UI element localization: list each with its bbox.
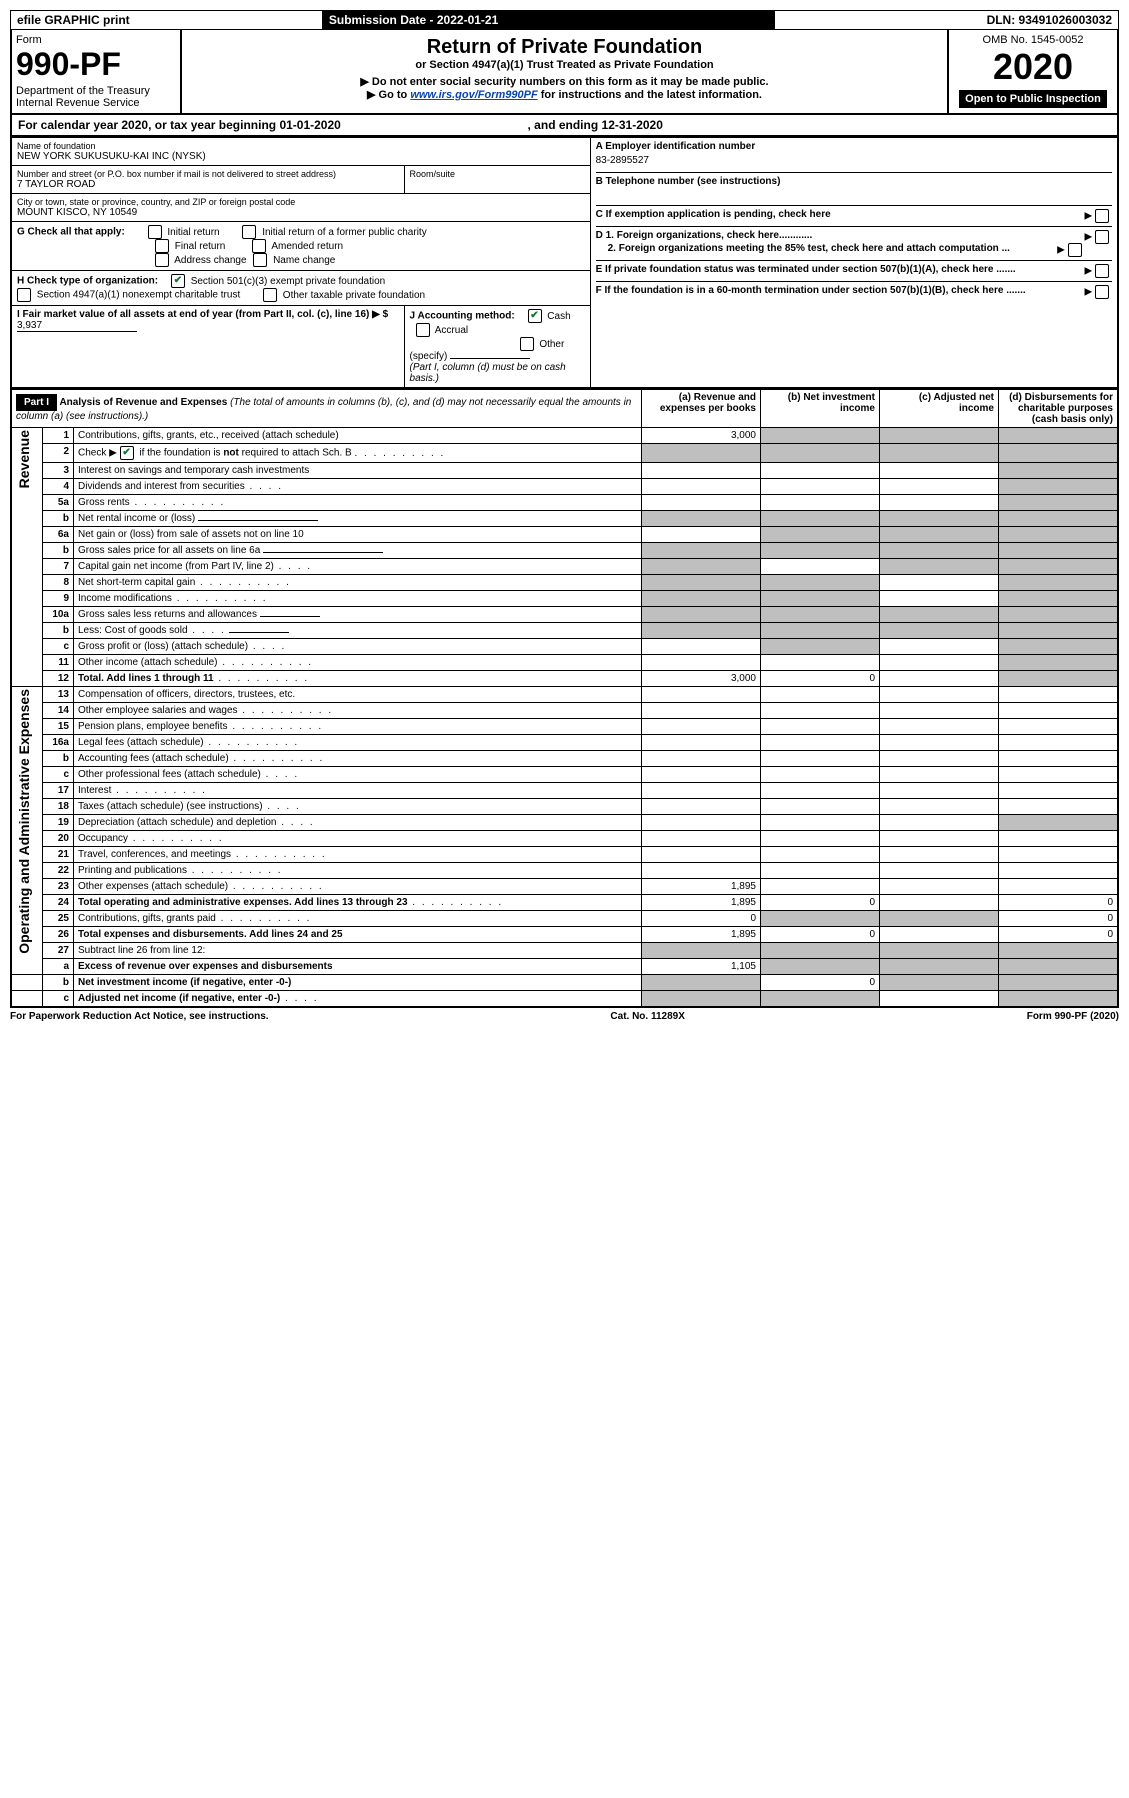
calendar-year-line: For calendar year 2020, or tax year begi…	[10, 115, 1119, 137]
addr: 7 TAYLOR ROAD	[17, 179, 399, 190]
h-other-tax[interactable]	[263, 288, 277, 302]
tel-label: B Telephone number (see instructions)	[596, 172, 1112, 187]
irs: Internal Revenue Service	[16, 97, 176, 109]
c-line: C If exemption application is pending, c…	[596, 205, 1112, 220]
tax-year: 2020	[953, 46, 1113, 88]
footer-left: For Paperwork Reduction Act Notice, see …	[10, 1011, 269, 1022]
g-initial[interactable]	[148, 225, 162, 239]
city-label: City or town, state or province, country…	[17, 197, 585, 207]
footer: For Paperwork Reduction Act Notice, see …	[10, 1008, 1119, 1022]
omb: OMB No. 1545-0052	[953, 34, 1113, 46]
side-revenue: Revenue	[16, 430, 32, 488]
h-4947[interactable]	[17, 288, 31, 302]
irs-link[interactable]: www.irs.gov/Form990PF	[410, 89, 537, 101]
ein: 83-2895527	[596, 152, 1112, 172]
city: MOUNT KISCO, NY 10549	[17, 207, 585, 218]
note2: ▶ Go to www.irs.gov/Form990PF for instru…	[188, 88, 941, 101]
j-section: J Accounting method: ✔ Cash Accrual Othe…	[404, 306, 590, 389]
d1-checkbox[interactable]	[1095, 230, 1109, 244]
col-a: (a) Revenue and expenses per books	[642, 390, 761, 428]
d2-checkbox[interactable]	[1068, 243, 1082, 257]
i-section: I Fair market value of all assets at end…	[11, 306, 404, 389]
j-accrual[interactable]	[416, 323, 430, 337]
open-public: Open to Public Inspection	[959, 90, 1107, 108]
note1: ▶ Do not enter social security numbers o…	[188, 75, 941, 88]
g-address[interactable]	[155, 253, 169, 267]
g-name[interactable]	[253, 253, 267, 267]
name-label: Name of foundation	[17, 141, 585, 151]
efile-label: efile GRAPHIC print	[11, 11, 323, 30]
side-oae: Operating and Administrative Expenses	[16, 689, 32, 954]
h-501c3[interactable]: ✔	[171, 274, 185, 288]
g-amended[interactable]	[252, 239, 266, 253]
part1-badge: Part I	[16, 394, 57, 411]
e-line: E If private foundation status was termi…	[596, 260, 1112, 275]
d2-line: 2. Foreign organizations meeting the 85%…	[596, 241, 1112, 254]
form-number: 990-PF	[16, 46, 176, 83]
col-d: (d) Disbursements for charitable purpose…	[999, 390, 1119, 428]
part1-table: Part I Analysis of Revenue and Expenses …	[10, 389, 1119, 1008]
dln: DLN: 93491026003032	[775, 11, 1119, 30]
schb-check[interactable]: ✔	[120, 446, 134, 460]
room-label: Room/suite	[410, 169, 585, 179]
h-section: H Check type of organization: ✔ Section …	[11, 271, 590, 306]
form-subtitle: or Section 4947(a)(1) Trust Treated as P…	[188, 59, 941, 71]
e-checkbox[interactable]	[1095, 264, 1109, 278]
addr-label: Number and street (or P.O. box number if…	[17, 169, 399, 179]
dept: Department of the Treasury	[16, 85, 176, 97]
g-initial-public[interactable]	[242, 225, 256, 239]
col-c: (c) Adjusted net income	[880, 390, 999, 428]
info-grid: Name of foundation NEW YORK SUKUSUKU-KAI…	[10, 137, 1119, 389]
form-title: Return of Private Foundation	[188, 36, 941, 59]
c-checkbox[interactable]	[1095, 209, 1109, 223]
foundation-name: NEW YORK SUKUSUKU-KAI INC (NYSK)	[17, 151, 585, 162]
g-section: G Check all that apply: Initial return I…	[11, 222, 590, 271]
ein-label: A Employer identification number	[596, 141, 1112, 152]
col-b: (b) Net investment income	[761, 390, 880, 428]
fmv-value: 3,937	[17, 320, 137, 332]
j-other[interactable]	[520, 337, 534, 351]
footer-right: Form 990-PF (2020)	[1027, 1011, 1119, 1022]
submission-date: Submission Date - 2022-01-21	[322, 11, 775, 30]
top-bar: efile GRAPHIC print Submission Date - 20…	[10, 10, 1119, 30]
f-line: F If the foundation is in a 60-month ter…	[596, 281, 1112, 296]
f-checkbox[interactable]	[1095, 285, 1109, 299]
form-word: Form	[16, 34, 176, 46]
header-block: Form 990-PF Department of the Treasury I…	[10, 30, 1119, 115]
g-final[interactable]	[155, 239, 169, 253]
j-cash[interactable]: ✔	[528, 309, 542, 323]
footer-mid: Cat. No. 11289X	[610, 1011, 684, 1022]
d1-line: D 1. Foreign organizations, check here..…	[596, 226, 1112, 241]
